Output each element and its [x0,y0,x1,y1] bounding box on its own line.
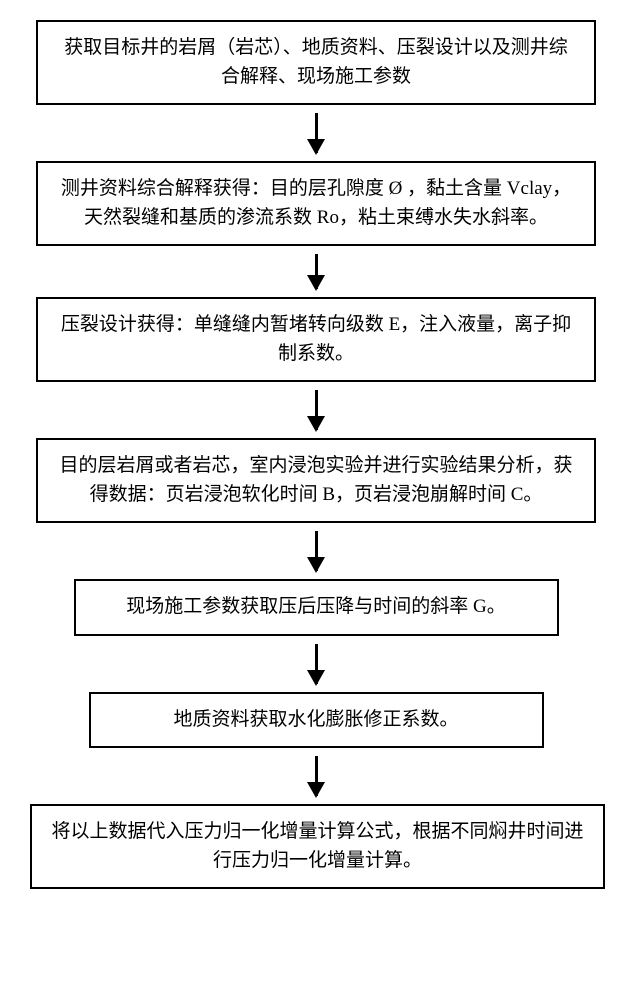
arrow-down-icon [315,254,318,289]
arrow-down-icon [315,113,318,153]
flow-node-n5: 现场施工参数获取压后压降与时间的斜率 G。 [74,579,559,636]
flowchart-container: 获取目标井的岩屑（岩芯）、地质资料、压裂设计以及测井综合解释、现场施工参数测井资… [0,0,632,909]
flow-node-text: 现场施工参数获取压后压降与时间的斜率 G。 [126,596,505,617]
flow-arrow [30,748,602,804]
flow-node-n2: 测井资料综合解释获得：目的层孔隙度 Ø ，黏土含量 Vclay，天然裂缝和基质的… [36,161,596,246]
flow-arrow [30,246,602,297]
flow-node-text: 获取目标井的岩屑（岩芯）、地质资料、压裂设计以及测井综合解释、现场施工参数 [64,37,568,87]
arrow-down-icon [315,531,318,571]
flow-node-n7: 将以上数据代入压力归一化增量计算公式，根据不同焖井时间进行压力归一化增量计算。 [30,804,605,889]
flow-arrow [30,382,602,438]
flow-node-n4: 目的层岩屑或者岩芯，室内浸泡实验并进行实验结果分析，获得数据：页岩浸泡软化时间 … [36,438,596,523]
arrow-down-icon [315,644,318,684]
flow-node-n1: 获取目标井的岩屑（岩芯）、地质资料、压裂设计以及测井综合解释、现场施工参数 [36,20,596,105]
flow-arrow [30,636,602,692]
flow-node-text: 地质资料获取水化膨胀修正系数。 [173,709,458,730]
flow-node-text: 将以上数据代入压力归一化增量计算公式，根据不同焖井时间进行压力归一化增量计算。 [51,821,583,871]
flow-node-text: 压裂设计获得：单缝缝内暂堵转向级数 E，注入液量，离子抑制系数。 [61,314,571,364]
arrow-down-icon [315,756,318,796]
flow-arrow [30,523,602,579]
flow-node-n3: 压裂设计获得：单缝缝内暂堵转向级数 E，注入液量，离子抑制系数。 [36,297,596,382]
flow-arrow [30,105,602,161]
flow-node-text: 目的层岩屑或者岩芯，室内浸泡实验并进行实验结果分析，获得数据：页岩浸泡软化时间 … [59,455,572,505]
flow-node-n6: 地质资料获取水化膨胀修正系数。 [89,692,544,749]
arrow-down-icon [315,390,318,430]
flow-node-text: 测井资料综合解释获得：目的层孔隙度 Ø ，黏土含量 Vclay，天然裂缝和基质的… [61,178,571,228]
